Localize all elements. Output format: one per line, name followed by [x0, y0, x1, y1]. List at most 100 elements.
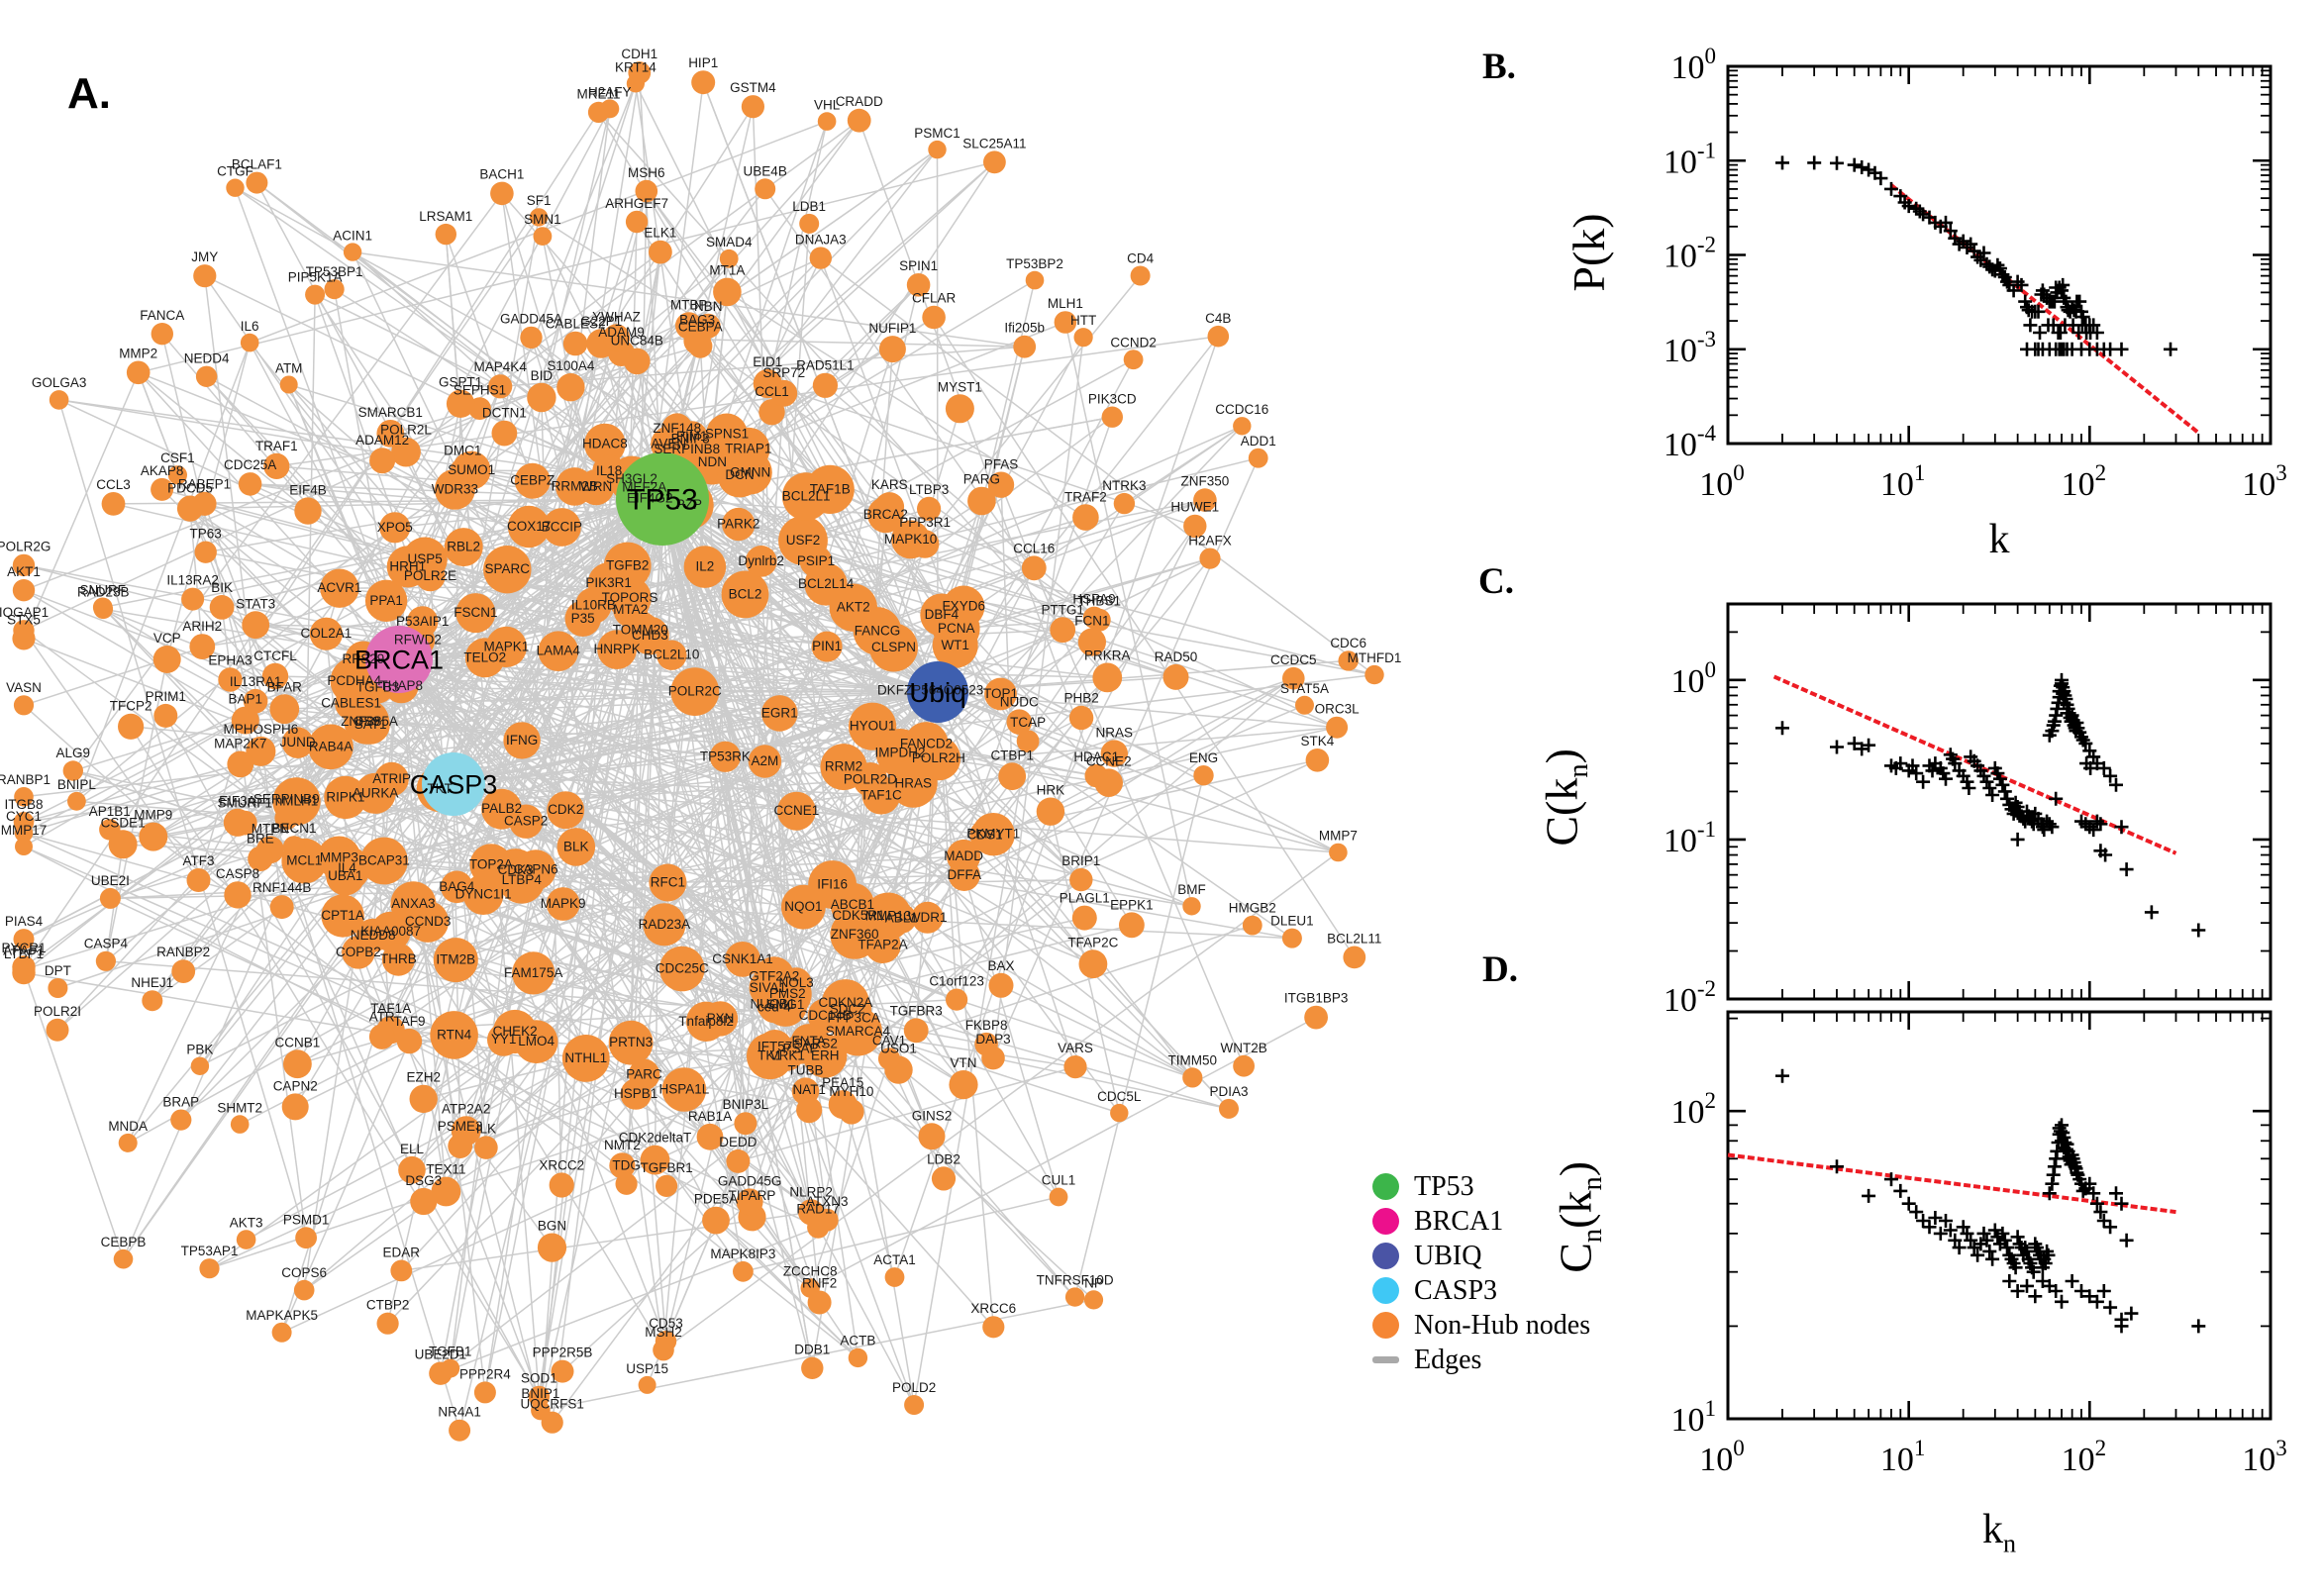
non-hub-node	[815, 1208, 839, 1232]
non-hub-node	[799, 545, 833, 578]
node-label: WDR1	[908, 910, 948, 925]
non-hub-node	[967, 486, 996, 516]
non-hub-node	[587, 101, 610, 123]
non-hub-node	[758, 399, 785, 426]
node-label: COX17	[507, 519, 551, 534]
non-hub-node	[171, 959, 196, 983]
node-label: PFAS	[984, 457, 1019, 472]
non-hub-node	[410, 1187, 438, 1216]
node-label: MT1A	[709, 263, 745, 278]
node-label: NHEJ1	[131, 975, 173, 990]
node-label: PPA1	[369, 593, 403, 608]
node-label: C4B	[1205, 311, 1231, 326]
node-label: CCNE1	[774, 803, 820, 818]
node-label: GADD45A	[500, 312, 562, 327]
tick-label: 101	[1880, 1436, 1926, 1478]
non-hub-node	[126, 360, 151, 385]
node-label: MCL1	[286, 853, 322, 868]
node-label: TAF1C	[860, 787, 902, 802]
node-label: BAP1	[229, 692, 263, 707]
node-label: CCDC5	[1270, 652, 1317, 667]
non-hub-node	[490, 181, 514, 206]
non-hub-node	[485, 626, 527, 668]
node-label: TOMM20	[613, 622, 668, 637]
node-label: TCAP	[1010, 715, 1046, 730]
node-label: LMO4	[518, 1034, 555, 1048]
node-label: BECN1	[271, 821, 316, 836]
node-label: USF2	[786, 533, 821, 548]
non-hub-node	[1110, 1103, 1129, 1123]
node-label: MAP4K4	[474, 359, 528, 374]
node-label: AKT3	[230, 1215, 263, 1230]
node-label: MNDA	[108, 1119, 148, 1134]
non-hub-node	[982, 1316, 1005, 1339]
non-hub-node	[1072, 504, 1099, 531]
node-label: CDC25A	[224, 457, 276, 472]
node-label: PIP5K1A	[288, 270, 343, 285]
node-label: TOP2A	[469, 857, 513, 872]
node-label: STK4	[1301, 734, 1335, 748]
node-label: DPT	[45, 963, 71, 978]
node-label: ABCB1	[831, 897, 874, 912]
non-hub-node	[209, 595, 235, 620]
non-hub-node	[947, 839, 981, 874]
node-label: UBA1	[328, 868, 362, 883]
node-label: POLR2L	[380, 423, 432, 438]
non-hub-node	[269, 694, 300, 725]
node-label: WRN	[580, 479, 612, 494]
tick-label: 10-4	[1664, 421, 1717, 463]
node-label: ITGB8	[4, 797, 43, 812]
node-label: KRT14	[615, 59, 656, 74]
node-label: DSG3	[405, 1173, 442, 1188]
non-hub-node	[455, 593, 496, 634]
non-hub-node	[736, 1188, 763, 1216]
node-label: FAM175A	[504, 965, 562, 980]
non-hub-node	[1083, 1290, 1104, 1310]
node-label: EPHA3	[208, 652, 252, 667]
node-label: MMP3	[320, 849, 358, 864]
node-label: BCLAF1	[232, 157, 282, 172]
node-label: PXN	[707, 1011, 735, 1026]
node-label: CHD3	[632, 628, 668, 643]
node-label: VRK1	[770, 1047, 805, 1062]
node-label: ILK	[476, 1121, 496, 1136]
network-panel: TP53RK KIAA0087 THAP8 CDC14B NLRP2 EPHA3 CDK2d…	[0, 47, 1401, 1442]
legend-item: TP53	[1372, 1169, 1590, 1204]
non-hub-node	[888, 758, 938, 808]
non-hub-node	[829, 583, 877, 632]
node-label: DAP3	[975, 1032, 1010, 1047]
non-hub-node	[706, 413, 748, 455]
node-label: CCND3	[405, 914, 452, 929]
node-label: TNFRSF10D	[1037, 1272, 1114, 1287]
node-label: DBF4	[925, 607, 960, 622]
non-hub-node	[546, 887, 580, 921]
node-label: WDR33	[432, 481, 478, 496]
node-label: THRB	[380, 951, 417, 966]
node-label: PEA15	[822, 1075, 863, 1090]
non-hub-node	[294, 497, 322, 525]
node-label: UBE2I	[91, 873, 130, 888]
node-label: HDAC1	[1073, 749, 1119, 764]
non-hub-node	[547, 791, 585, 830]
node-label: COL2A1	[301, 626, 353, 641]
node-label: PPP2R4	[459, 1366, 511, 1381]
node-label: ITM2B	[436, 952, 475, 967]
node-label: COPS6	[281, 1265, 327, 1280]
node-label: SUMO1	[448, 462, 495, 477]
node-label: TELO2	[463, 649, 506, 664]
node-label: EDAR	[383, 1246, 421, 1260]
node-label: POLR2C	[668, 684, 722, 699]
tick-label: 103	[2242, 1436, 2287, 1478]
non-hub-node	[305, 284, 326, 305]
tick-label: 100	[1699, 1436, 1745, 1478]
non-hub-node	[587, 562, 630, 605]
node-label: CAV1	[872, 1033, 906, 1047]
node-label: DLEU1	[1270, 914, 1314, 929]
node-label: PIK3CD	[1088, 392, 1137, 407]
node-label: LTBP3	[909, 482, 949, 497]
node-label: AVEN	[651, 437, 686, 451]
node-label: GTF2A2	[749, 969, 799, 984]
node-label: POLR2I	[34, 1004, 81, 1019]
axis-ticks	[1726, 64, 2272, 446]
node-label: DDB1	[794, 1343, 830, 1357]
